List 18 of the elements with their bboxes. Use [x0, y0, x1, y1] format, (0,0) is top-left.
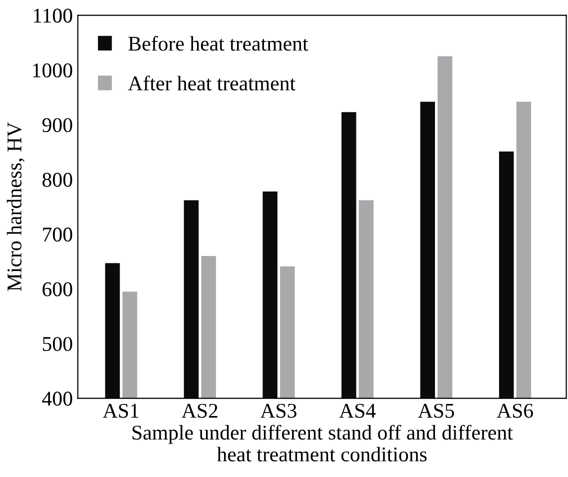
y-tick-label: 800: [42, 172, 72, 187]
y-axis-title: Micro hardness, HV: [6, 122, 24, 291]
y-tick-label: 500: [42, 336, 72, 352]
x-tick-label: AS5: [418, 404, 454, 418]
y-tick-label: 600: [42, 282, 72, 296]
legend-label: Before heat treatment: [128, 36, 308, 51]
y-tick-label: 900: [42, 118, 72, 132]
x-tick-label: AS1: [102, 404, 138, 418]
y-tick-label: 400: [42, 392, 72, 406]
y-tick-label: 700: [43, 228, 72, 242]
x-tick-label: AS6: [496, 404, 533, 418]
x-tick-label: AS4: [339, 404, 376, 418]
y-tick-label: 1100: [34, 8, 72, 23]
x-axis-title: Sample under different stand off and different heat treatment conditions: [132, 424, 513, 462]
x-tick-label: AS3: [260, 404, 296, 418]
x-tick-label: AS2: [182, 404, 218, 418]
y-tick-label: 1000: [33, 63, 72, 78]
legend-label: After heat treatment: [128, 76, 296, 90]
